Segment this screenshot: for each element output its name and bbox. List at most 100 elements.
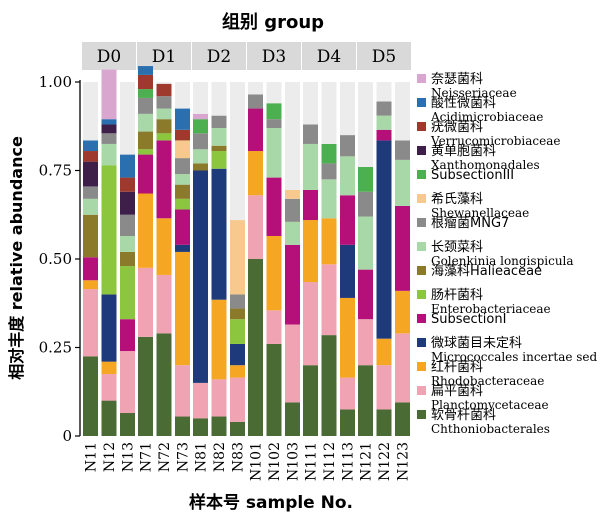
bar-segment-N82-1 (211, 379, 227, 417)
legend-swatch-8 (417, 266, 426, 275)
bar-segment-N81-0 (193, 418, 208, 436)
bar-segment-N83-2 (230, 365, 245, 378)
bar-segment-N72-4 (156, 140, 172, 219)
bar-remainder-N121 (358, 82, 373, 167)
legend-label-13: 扁平菌科 (431, 384, 483, 399)
bar-segment-N11-2 (83, 280, 98, 290)
group-strips: D0 D1 D2 D3 D4 D5 (82, 42, 411, 70)
bar-segment-N103-8 (285, 198, 300, 222)
bar-remainder-N81 (193, 82, 208, 114)
bar-segment-N112-7 (321, 179, 337, 219)
bar-segment-N11-0 (83, 356, 98, 436)
bar-segment-N121-4 (358, 269, 373, 320)
bar-segment-N83-0 (230, 421, 245, 436)
legend: 奈瑟菌科Neisseriaceae酸性微菌科Acidimicrobiaceae疣… (417, 72, 598, 436)
legend-swatch-11 (417, 338, 426, 347)
chart-title: 组别 group (222, 11, 324, 33)
legend-swatch-7 (417, 242, 426, 251)
legend-label-9: 肠杆菌科 (431, 288, 483, 303)
bar-segment-N11-4 (83, 257, 98, 281)
legend-label-5: 希氏藻科 (431, 192, 483, 207)
bar-remainder-N102 (266, 82, 282, 104)
bar-segment-N11-13 (83, 140, 98, 152)
group-label-D4: D4 (317, 47, 341, 67)
bar-segment-N71-0 (138, 336, 153, 436)
bar-segment-N72-2 (156, 218, 172, 275)
bar-segment-N73-12 (175, 129, 190, 141)
bar-remainder-N123 (395, 82, 410, 141)
bar-segment-N72-5 (156, 133, 172, 141)
bar-segment-N122-4 (376, 129, 392, 141)
bar-remainder-N113 (340, 82, 355, 136)
bar-remainder-N112 (321, 82, 337, 144)
legend-sublabel-12: Rhodobacteraceae (431, 374, 544, 388)
bar-segment-N72-0 (156, 333, 172, 436)
legend-sublabel-14: Chthoniobacterales (431, 422, 550, 436)
bar-segment-N11-1 (83, 289, 98, 357)
x-tick-label-N83: N83 (231, 442, 247, 472)
bar-segment-N82-6 (211, 145, 227, 152)
bar-segment-N81-14 (193, 113, 208, 120)
legend-swatch-3 (417, 146, 426, 155)
x-tick-label-N111: N111 (304, 442, 320, 481)
bar-remainder-N82 (211, 82, 227, 116)
bar-segment-N83-8 (230, 294, 245, 309)
bar-segment-N122-3 (376, 140, 392, 339)
bar-segment-N71-12 (138, 74, 153, 90)
bar-segment-N12-3 (101, 294, 117, 362)
bar-segment-N83-3 (230, 343, 245, 366)
legend-label-10: SubsectionI (431, 312, 506, 327)
bar-segment-N71-7 (138, 113, 153, 132)
bar-segment-N13-13 (120, 154, 135, 178)
bar-segment-N121-8 (358, 191, 373, 217)
bar-segment-N101-4 (248, 108, 263, 152)
bar-segment-N121-7 (358, 216, 373, 270)
y-tick-label-0: 0 (62, 427, 72, 445)
legend-swatch-10 (417, 314, 426, 323)
bar-segment-N111-7 (303, 143, 318, 190)
legend-sublabel-7: Golenkinia longispicula (431, 254, 574, 268)
bar-segment-N13-0 (120, 412, 135, 436)
bar-segment-N102-7 (266, 128, 282, 178)
bar-segment-N103-4 (285, 244, 300, 325)
bar-segment-N12-13 (101, 119, 117, 125)
x-tick-label-N82: N82 (212, 442, 228, 472)
bar-segment-N11-7 (83, 198, 98, 215)
legend-sublabel-5: Shewanellaceae (431, 206, 529, 220)
bar-segment-N12-7 (101, 143, 117, 166)
stacked-bars (83, 66, 410, 436)
bar-segment-N113-3 (340, 244, 355, 298)
bar-segment-N83-9 (230, 220, 245, 295)
bar-segment-N83-5 (230, 319, 245, 344)
bar-segment-N73-9 (175, 140, 190, 159)
group-strip-D5 (357, 42, 411, 70)
bar-segment-N121-10 (358, 166, 373, 192)
bar-segment-N12-2 (101, 361, 117, 375)
bar-segment-N13-6 (120, 251, 135, 267)
bar-remainder-N72 (156, 82, 172, 84)
legend-swatch-2 (417, 122, 426, 131)
bar-segment-N103-0 (285, 402, 300, 436)
legend-swatch-1 (417, 98, 426, 107)
y-tick-label-3: 0.75 (39, 162, 72, 180)
bar-segment-N101-1 (248, 195, 263, 259)
group-label-D0: D0 (97, 47, 121, 67)
bar-segment-N113-8 (340, 135, 355, 157)
bar-segment-N72-8 (156, 96, 172, 109)
legend-label-3: 黄单胞菌科 (431, 144, 496, 159)
bar-segment-N102-2 (266, 235, 282, 311)
bar-segment-N82-2 (211, 299, 227, 380)
bar-segment-N72-7 (156, 108, 172, 120)
bar-segment-N73-13 (175, 108, 190, 130)
legend-label-1: 酸性微菌科 (431, 96, 496, 111)
legend-sublabel-13: Planctomycetaceae (431, 398, 549, 412)
bar-segment-N82-3 (211, 168, 227, 300)
bar-segment-N13-7 (120, 235, 135, 252)
x-tick-label-N123: N123 (396, 442, 412, 481)
bar-segment-N12-14 (101, 69, 117, 120)
bar-segment-N112-8 (321, 163, 337, 180)
bar-segment-N112-1 (321, 264, 337, 336)
group-label-D3: D3 (262, 47, 286, 67)
bar-segment-N123-7 (395, 159, 410, 206)
y-tick-label-2: 0.50 (39, 250, 72, 268)
